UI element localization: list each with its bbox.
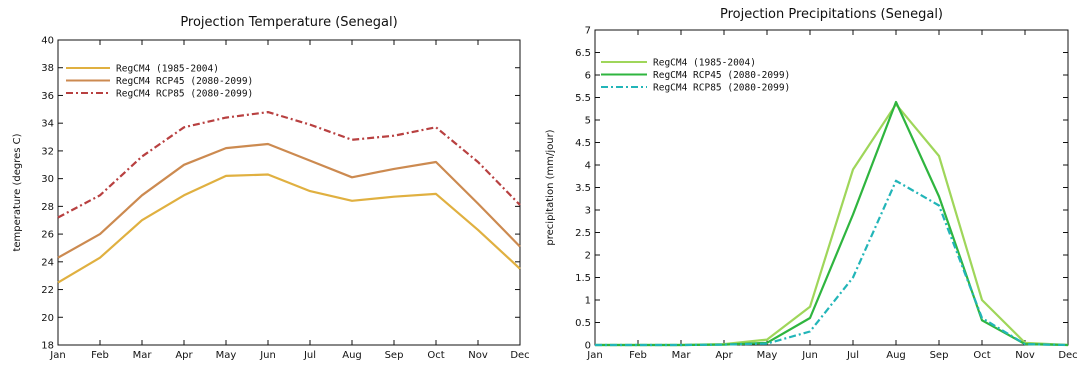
y-tick-label: 18 bbox=[41, 341, 54, 352]
x-tick-label: Aug bbox=[342, 350, 362, 361]
y-tick-label: 6 bbox=[585, 71, 591, 82]
x-tick-label: Jun bbox=[801, 350, 818, 361]
chart-title: Projection Temperature (Senegal) bbox=[180, 15, 397, 30]
y-tick-label: 36 bbox=[41, 91, 54, 102]
y-tick-label: 5 bbox=[585, 116, 591, 127]
series-line-3 bbox=[595, 179, 1069, 347]
x-tick-label: Sep bbox=[930, 350, 949, 361]
y-tick-label: 1.5 bbox=[575, 273, 591, 284]
y-tick-label: 1 bbox=[585, 296, 591, 307]
chart-1: Projection Temperature (Senegal) temperat… bbox=[12, 15, 530, 361]
y-tick-label: 2 bbox=[585, 251, 591, 262]
x-tick-label: Jan bbox=[49, 350, 65, 361]
y-axis-label: precipitation (mm/jour) bbox=[545, 129, 556, 245]
series-line-2 bbox=[57, 142, 521, 259]
series-line-3 bbox=[57, 110, 521, 219]
x-tick-label: Oct bbox=[427, 350, 444, 361]
x-tick-label: May bbox=[757, 350, 778, 361]
x-tick-label: Jan bbox=[586, 350, 602, 361]
x-tick-label: Jun bbox=[259, 350, 276, 361]
y-tick-label: 24 bbox=[41, 257, 54, 268]
x-tick-label: Jul bbox=[303, 350, 316, 361]
x-tick-label: Apr bbox=[715, 350, 733, 361]
y-tick-label: 3.5 bbox=[575, 183, 591, 194]
x-tick-label: Feb bbox=[629, 350, 647, 361]
legend-label: RegCM4 (1985-2004) bbox=[653, 58, 756, 69]
x-tick-label: Mar bbox=[672, 350, 692, 361]
y-tick-label: 40 bbox=[41, 36, 54, 47]
y-tick-label: 3 bbox=[585, 206, 591, 217]
chart-title: Projection Precipitations (Senegal) bbox=[720, 7, 943, 22]
y-tick-label: 0 bbox=[585, 341, 591, 352]
legend-label: RegCM4 RCP85 (2080-2099) bbox=[116, 89, 253, 100]
series-line-2 bbox=[595, 100, 1069, 347]
y-tick-label: 7 bbox=[585, 26, 591, 37]
y-tick-label: 30 bbox=[41, 174, 54, 185]
x-tick-label: Aug bbox=[886, 350, 906, 361]
y-tick-label: 6.5 bbox=[575, 48, 591, 59]
y-tick-label: 34 bbox=[41, 119, 54, 130]
plot-frame bbox=[57, 39, 521, 346]
x-tick-label: Jul bbox=[846, 350, 859, 361]
y-axis-label: temperature (degres C) bbox=[12, 133, 23, 251]
chart-2: Projection Precipitations (Senegal) preci… bbox=[545, 7, 1078, 361]
y-tick-label: 26 bbox=[41, 230, 54, 241]
x-tick-label: Sep bbox=[385, 350, 404, 361]
y-tick-label: 4.5 bbox=[575, 138, 591, 149]
series-line-1 bbox=[595, 103, 1069, 347]
x-tick-label: Feb bbox=[91, 350, 109, 361]
x-tick-label: Nov bbox=[468, 350, 488, 361]
x-tick-label: Oct bbox=[973, 350, 990, 361]
x-tick-label: May bbox=[216, 350, 237, 361]
legend-label: RegCM4 RCP45 (2080-2099) bbox=[653, 70, 790, 81]
legend-label: RegCM4 (1985-2004) bbox=[116, 64, 219, 75]
y-tick-label: 20 bbox=[41, 313, 54, 324]
y-tick-label: 5.5 bbox=[575, 93, 591, 104]
x-tick-label: Dec bbox=[1058, 350, 1077, 361]
x-tick-label: Apr bbox=[175, 350, 193, 361]
y-tick-label: 32 bbox=[41, 146, 54, 157]
series-line-1 bbox=[57, 173, 521, 284]
y-tick-label: 4 bbox=[585, 161, 591, 172]
x-tick-label: Nov bbox=[1015, 350, 1035, 361]
legend-label: RegCM4 RCP85 (2080-2099) bbox=[653, 83, 790, 94]
y-tick-label: 38 bbox=[41, 63, 54, 74]
y-tick-label: 2.5 bbox=[575, 228, 591, 239]
y-tick-label: 22 bbox=[41, 285, 54, 296]
x-tick-label: Dec bbox=[510, 350, 529, 361]
y-tick-label: 28 bbox=[41, 202, 54, 213]
x-tick-label: Mar bbox=[133, 350, 153, 361]
y-tick-label: 0.5 bbox=[575, 318, 591, 329]
legend-label: RegCM4 RCP45 (2080-2099) bbox=[116, 76, 253, 87]
